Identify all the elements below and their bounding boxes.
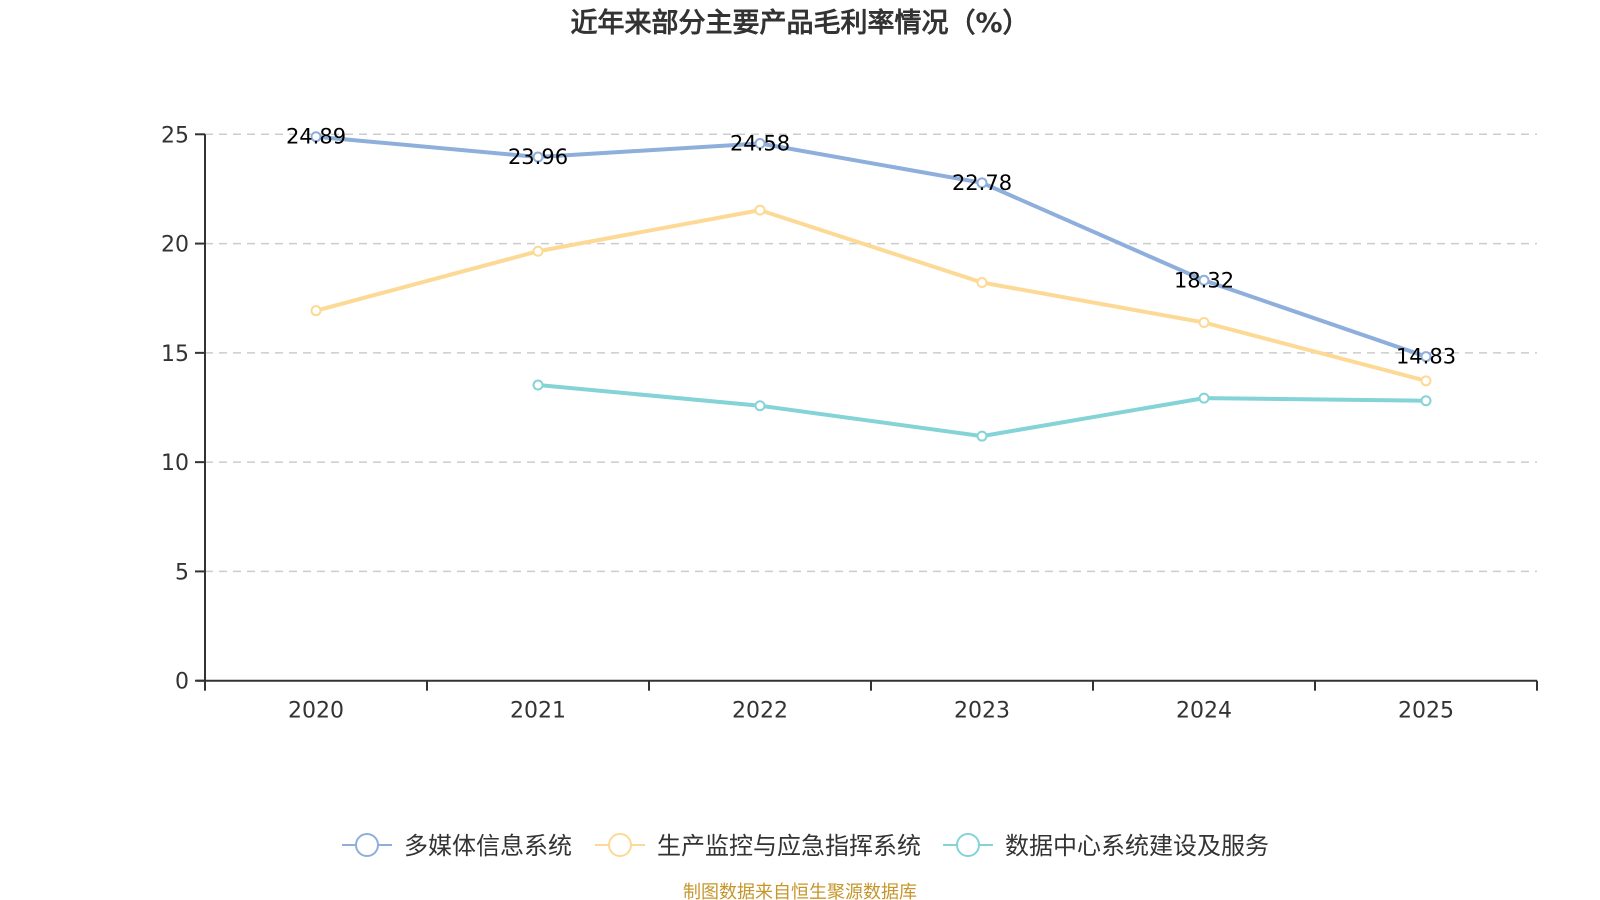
series-line [537,382,1427,439]
grid-lines [205,133,1537,573]
series-line [315,208,1427,383]
x-tick-label: 2024 [1176,699,1232,724]
legend-marker-icon [956,833,980,857]
y-tick-label: 15 [161,342,189,367]
legend-item: 数据中心系统建设及服务 [943,832,1269,860]
series-group [310,131,1432,442]
data-point [976,276,988,288]
legend-item: 多媒体信息系统 [342,832,572,860]
data-label: 22.78 [952,171,1012,195]
data-point [532,151,544,163]
data-point [976,177,988,189]
data-point [1198,316,1210,328]
data-point [310,305,322,317]
y-tick-label: 25 [161,123,189,148]
data-point [532,245,544,257]
legend-label: 数据中心系统建设及服务 [1005,832,1269,860]
x-tick-label: 2025 [1398,699,1454,724]
y-tick-label: 20 [161,233,189,258]
data-point [754,400,766,412]
y-tick-label: 0 [175,670,189,695]
data-point [1198,392,1210,404]
data-label: 24.89 [286,125,346,149]
legend-marker-icon [355,833,379,857]
legend-label: 生产监控与应急指挥系统 [657,832,921,860]
data-label: 18.32 [1174,268,1234,292]
data-point [310,131,322,143]
legend: 多媒体信息系统 生产监控与应急指挥系统 数据中心系统建设及服务 [342,832,1269,860]
legend-marker-icon [608,833,632,857]
data-point [532,379,544,391]
data-labels: 24.89 23.96 24.58 22.78 18.32 14.83 [286,125,1456,369]
y-tick-label: 5 [175,560,189,585]
x-tick-label: 2022 [732,699,788,724]
x-tick-label: 2020 [288,699,344,724]
legend-label: 多媒体信息系统 [404,832,572,860]
data-label: 24.58 [730,131,790,155]
source-note: 制图数据来自恒生聚源数据库 [683,882,917,900]
chart-title: 近年来部分主要产品毛利率情况（%） [570,7,1029,39]
data-label: 14.83 [1396,345,1456,369]
data-point [1420,351,1432,363]
series-line [315,134,1427,359]
data-point [1420,395,1432,407]
data-point [1420,375,1432,387]
y-tick-label: 10 [161,451,189,476]
x-tick-label: 2021 [510,699,566,724]
data-point [754,204,766,216]
data-point [754,137,766,149]
legend-item: 生产监控与应急指挥系统 [595,832,921,860]
data-point [976,430,988,442]
data-label: 23.96 [508,145,568,169]
data-point [1198,274,1210,286]
x-tick-label: 2023 [954,699,1010,724]
